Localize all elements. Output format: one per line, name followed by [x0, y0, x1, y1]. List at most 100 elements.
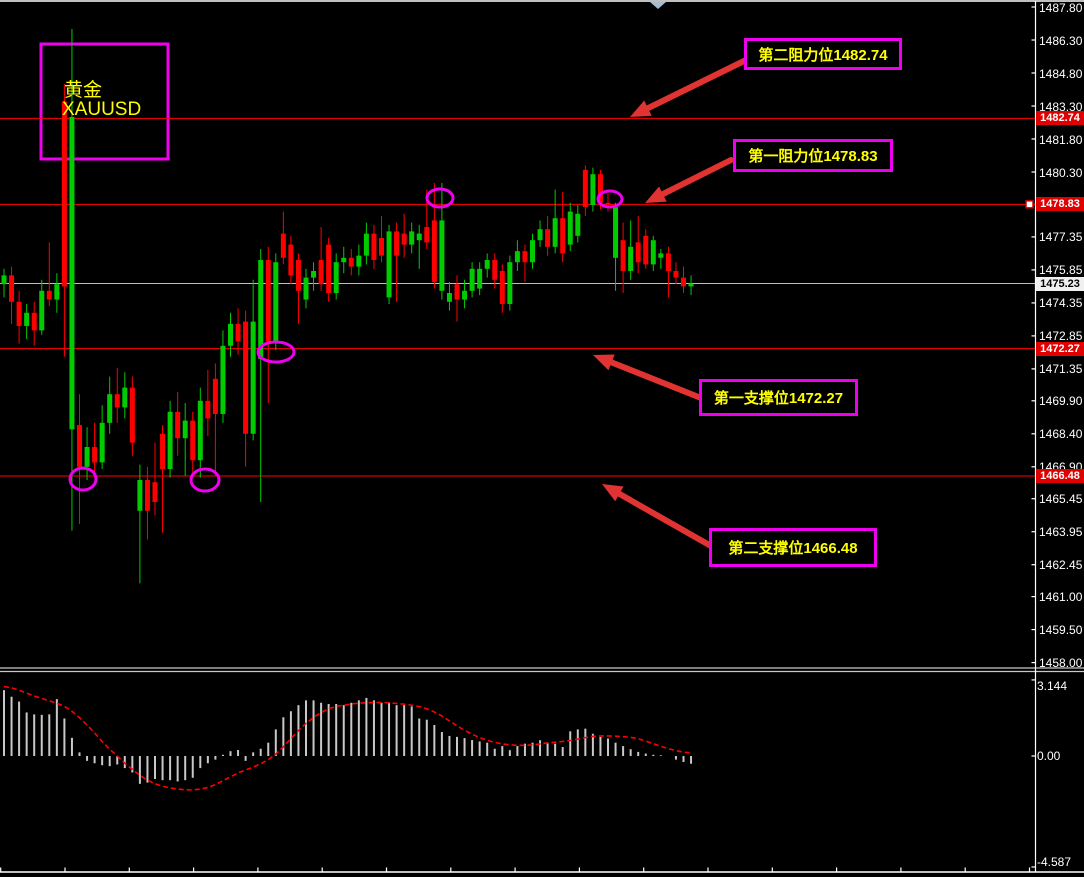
candle-body-bull — [303, 277, 309, 300]
highlight-ellipse[interactable] — [425, 187, 455, 209]
candle-body-bear — [46, 290, 52, 300]
candle-body-bear — [371, 233, 377, 260]
candle-body-bear — [235, 323, 241, 342]
candle-body-bear — [190, 420, 196, 461]
label-support-2[interactable]: 第二支撑位1466.48 — [709, 528, 877, 567]
candle-body-bull — [386, 231, 392, 298]
symbol-box[interactable] — [39, 42, 170, 161]
candle-body-bear — [499, 271, 505, 304]
candle-body-bear — [288, 244, 294, 276]
candle-body-bear — [681, 277, 686, 287]
candle-body-bear — [16, 301, 22, 326]
price-tick-label: 1459.50 — [1039, 623, 1083, 638]
price-tick-label: 1472.85 — [1039, 329, 1083, 344]
candle-body-bear — [295, 260, 301, 291]
candle-body-bull — [258, 260, 264, 359]
level-price-badge: 1482.74 — [1036, 111, 1084, 126]
candle-body-bear — [326, 244, 332, 293]
candle-body-bull — [182, 420, 188, 439]
scroll-to-end-marker-icon[interactable] — [650, 2, 666, 9]
candle-body-bull — [590, 174, 596, 205]
candle-body-bear — [620, 240, 626, 271]
candle-body-bear — [212, 378, 218, 414]
candle-body-bull — [658, 253, 664, 258]
arrow-head — [593, 354, 615, 371]
highlight-ellipse[interactable] — [68, 466, 98, 492]
candle-body-bull — [122, 387, 128, 408]
arrow-head — [630, 100, 652, 117]
candle-body-bear — [635, 242, 641, 263]
highlight-ellipse[interactable] — [256, 340, 296, 364]
arrow-shaft[interactable] — [604, 357, 704, 401]
price-tick-label: 1462.45 — [1039, 558, 1083, 573]
candle-body-bear — [243, 321, 249, 434]
label-resistance-1[interactable]: 第一阻力位1478.83 — [733, 139, 893, 172]
candle-body-bull — [575, 213, 581, 236]
candle-body-bull — [530, 240, 535, 263]
line-handle-marker[interactable] — [1025, 200, 1034, 209]
arrow-head — [602, 484, 624, 502]
candle-body-bull — [39, 290, 45, 331]
arrow-shaft[interactable] — [656, 157, 734, 199]
candle-body-bull — [1, 275, 7, 285]
candle-body-bear — [31, 312, 37, 331]
candle-body-bear — [673, 271, 679, 278]
candle-body-bear — [61, 101, 67, 287]
candle-body-bull — [107, 394, 113, 423]
candle-body-bear — [348, 257, 354, 267]
indicator-axis-max: 3.144 — [1037, 678, 1068, 693]
candle-body-bear — [160, 433, 166, 469]
price-tick-label: 1484.80 — [1039, 66, 1083, 81]
candle-body-bear — [643, 235, 649, 265]
macd-signal-line — [3, 685, 692, 791]
candle-body-bear — [144, 480, 150, 511]
candle-body-bull — [167, 411, 173, 469]
arrow-shaft[interactable] — [612, 488, 714, 549]
level-price-badge: 1466.48 — [1036, 469, 1084, 484]
price-tick-label: 1474.35 — [1039, 296, 1083, 311]
indicator-axis-zero: 0.00 — [1037, 749, 1061, 763]
candle-body-bull — [228, 323, 233, 346]
price-tick-label: 1458.00 — [1039, 656, 1083, 671]
label-support-1[interactable]: 第一支撑位1472.27 — [699, 379, 858, 416]
candle-body-bull — [54, 284, 60, 300]
price-tick-label: 1468.40 — [1039, 427, 1083, 442]
candle-body-bull — [24, 312, 30, 326]
price-tick-label: 1471.35 — [1039, 362, 1083, 377]
candle-body-bull — [84, 447, 90, 467]
candle-body-bear — [665, 253, 671, 271]
candle-body-bear — [205, 400, 211, 419]
candle-body-bear — [597, 174, 603, 203]
candle-body-bear — [265, 260, 271, 342]
arrow-head — [645, 186, 667, 203]
arrow-shaft[interactable] — [641, 57, 749, 113]
candle-body-bear — [394, 231, 400, 256]
candle-body-bear — [431, 220, 437, 282]
candle-body-bear — [424, 227, 430, 243]
highlight-ellipse[interactable] — [596, 189, 624, 209]
candle-body-bear — [280, 233, 286, 258]
label-resistance-2[interactable]: 第二阻力位1482.74 — [744, 38, 902, 70]
candle-body-bull — [220, 345, 226, 414]
candle-body-bear — [92, 447, 98, 463]
price-tick-label: 1487.80 — [1039, 0, 1083, 15]
candle-body-bull — [613, 207, 619, 258]
candle-body-bull — [537, 229, 543, 241]
candle-body-bull — [688, 283, 694, 287]
candle-body-bull — [341, 257, 347, 263]
price-tick-label: 1465.45 — [1039, 492, 1083, 507]
price-tick-label: 1483.30 — [1039, 99, 1083, 114]
candle-body-bull — [250, 321, 256, 434]
candle-body-bear — [401, 233, 407, 245]
candle-body-bear — [492, 260, 498, 280]
highlight-ellipse[interactable] — [189, 467, 221, 493]
current-price-badge: 1475.23 — [1036, 276, 1084, 291]
price-tick-label: 1461.00 — [1039, 590, 1083, 605]
price-tick-label: 1463.95 — [1039, 525, 1083, 540]
candle-body-bear — [560, 218, 566, 254]
candle-body-bear — [522, 251, 528, 263]
candle-body-bull — [356, 255, 362, 267]
candle-body-bull — [628, 246, 634, 271]
